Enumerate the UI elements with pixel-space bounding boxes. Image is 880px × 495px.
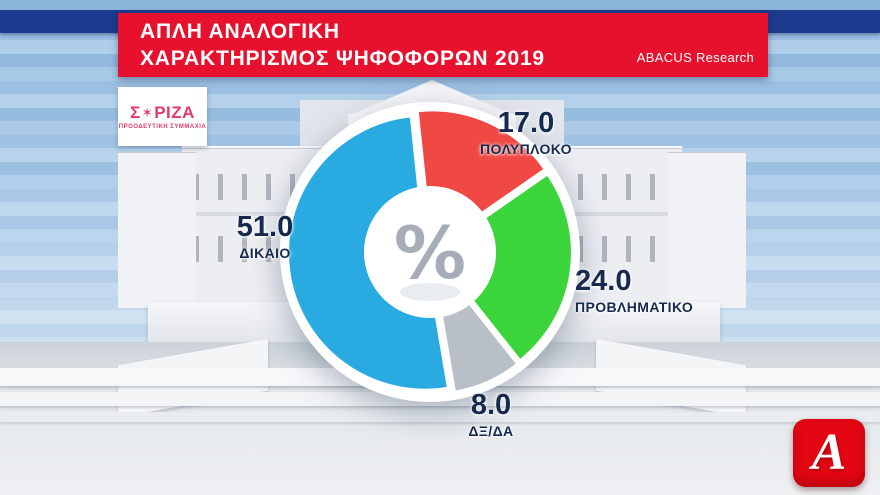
party-logo-subtitle: ΠΡΟΟΔΕΥΤΙΚΗ ΣΥΜΜΑΧΙΑ [118, 123, 207, 130]
callout-provlimatiko: 24.0 ΠΡΟΒΛΗΜΑΤΙΚΟ [575, 265, 694, 316]
plaza-step [0, 412, 880, 422]
segment-label: ΔΞ/ΔΑ [468, 423, 514, 439]
title-line-2: ΧΑΡΑΚΤΗΡΙΣΜΟΣ ΨΗΦΟΦΟΡΩΝ 2019 [140, 47, 545, 70]
donut-chart: % [265, 87, 595, 417]
party-logo-text-start: Σ [130, 102, 141, 122]
callout-polyploko: 17.0 ΠΟΛΥΠΛΟΚΟ [474, 107, 578, 158]
segment-value: 24.0 [575, 265, 632, 297]
callout-dksda: 8.0 ΔΞ/ΔΑ [452, 389, 530, 440]
star-icon: ✶ [141, 104, 154, 120]
donut-svg: % [280, 102, 580, 402]
segment-label: ΠΟΛΥΠΛΟΚΟ [480, 141, 572, 157]
segment-value: 51.0 [236, 211, 294, 243]
party-logo-text-end: ΡΙΖΑ [154, 102, 195, 122]
donut-segments [287, 109, 573, 393]
building-pavilion-right [668, 152, 746, 308]
segment-value: 8.0 [470, 389, 512, 421]
segment-label: ΔΙΚΑΙΟ [239, 245, 291, 261]
channel-logo: A [793, 419, 865, 487]
title-banner: ΑΠΛΗ ΑΝΑΛΟΓΙΚΗ ΧΑΡΑΚΤΗΡΙΣΜΟΣ ΨΗΦΟΦΟΡΩΝ 2… [118, 13, 768, 77]
callout-dikaio: 51.0 ΔΙΚΑΙΟ [228, 211, 302, 262]
source-credit: ABACUS Research [636, 50, 754, 65]
segment-label: ΠΡΟΒΛΗΜΑΤΙΚΟ [575, 299, 694, 315]
center-emblem [400, 283, 460, 301]
segment-value: 17.0 [497, 107, 555, 139]
channel-logo-letter: A [811, 424, 847, 481]
chart-center-circle [364, 186, 496, 318]
party-logo: Σ ✶ ΡΙΖΑ ΠΡΟΟΔΕΥΤΙΚΗ ΣΥΜΜΑΧΙΑ [118, 87, 207, 146]
building-pavilion-left [118, 152, 196, 308]
title-line-1: ΑΠΛΗ ΑΝΑΛΟΓΙΚΗ [140, 20, 340, 43]
party-logo-text: Σ ✶ ΡΙΖΑ [130, 104, 195, 121]
percent-symbol: % [394, 211, 466, 295]
